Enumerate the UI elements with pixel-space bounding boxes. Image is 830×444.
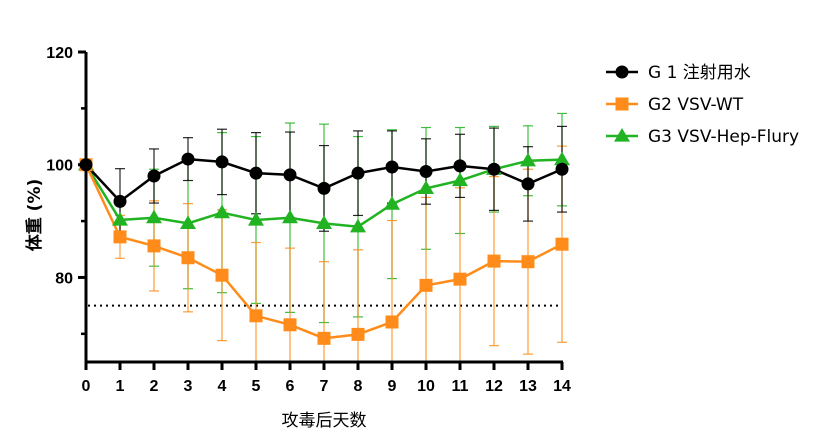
series-1-point-7: [317, 181, 331, 195]
x-tick-label-5: 5: [252, 378, 261, 395]
x-tick-label-7: 7: [320, 378, 329, 395]
series-2-point-13: [521, 255, 535, 269]
series-2-error-bar-8: [353, 249, 363, 362]
series-2-point-14: [555, 237, 569, 251]
series-1-point-12: [487, 162, 501, 176]
x-tick-label-1: 1: [116, 378, 125, 395]
series-3-point-13: [520, 152, 536, 167]
series-1-point-8: [351, 166, 365, 180]
series-2-point-12: [487, 254, 501, 268]
series-2-point-5: [249, 309, 263, 323]
legend: G 1 注射用水 G2 VSV-WT G3 VSV-Hep-Flury: [606, 63, 799, 147]
x-tick-label-3: 3: [184, 378, 193, 395]
series-3-point-4: [214, 204, 230, 219]
y-tick-label-120: 120: [46, 45, 73, 62]
series-2-point-1: [113, 230, 127, 244]
series-2-point-9: [385, 315, 399, 329]
series-3-point-8: [350, 218, 366, 233]
legend-label-3: G3 VSV-Hep-Flury: [648, 127, 799, 147]
series-3-point-1: [112, 211, 128, 226]
series-2-point-8: [351, 327, 365, 341]
legend-marker-2: [615, 97, 629, 111]
series-1-point-13: [521, 177, 535, 191]
series-2-point-10: [419, 278, 433, 292]
series-2-point-4: [215, 268, 229, 282]
series-3-point-6: [282, 209, 298, 224]
series-3-point-2: [146, 209, 162, 224]
x-tick-label-12: 12: [485, 378, 503, 395]
x-tick-label-8: 8: [354, 378, 363, 395]
series-1-point-11: [453, 159, 467, 173]
series-2-point-11: [453, 272, 467, 286]
series-3-point-3: [180, 215, 196, 229]
x-tick-label-6: 6: [286, 378, 295, 395]
series-2-point-7: [317, 331, 331, 345]
series-2-error-bar-7: [319, 261, 329, 362]
legend-label-1: G 1 注射用水: [648, 63, 751, 83]
error-bar-layer: [115, 112, 567, 362]
series-1-point-4: [215, 155, 229, 169]
x-tick-label-13: 13: [519, 378, 537, 395]
legend-marker-3: [614, 128, 630, 142]
series-1-point-9: [385, 160, 399, 174]
series-2-error-bar-5: [251, 241, 261, 362]
series-1-point-3: [181, 152, 195, 166]
x-tick-label-11: 11: [452, 378, 469, 395]
series-2-point-3: [181, 251, 195, 265]
series-1-point-2: [147, 169, 161, 183]
series-3-point-9: [384, 196, 400, 210]
legend-item-1: G 1 注射用水: [606, 63, 751, 83]
x-tick-label-0: 0: [82, 378, 91, 395]
x-tick-label-4: 4: [218, 378, 227, 395]
series-2-point-2: [147, 239, 161, 253]
series-1-point-6: [283, 168, 297, 182]
x-tick-label-9: 9: [388, 378, 397, 395]
legend-marker-1: [615, 65, 629, 79]
series-3-point-11: [452, 172, 468, 187]
x-axis-title: 攻毒后天数: [282, 411, 367, 431]
y-tick-label-100: 100: [46, 158, 73, 175]
series-2-error-bar-9: [387, 219, 397, 362]
x-tick-label-10: 10: [417, 378, 435, 395]
series-2-error-bar-6: [285, 247, 295, 362]
series-3-point-5: [248, 211, 264, 226]
series-1-point-1: [113, 194, 127, 208]
legend-label-2: G2 VSV-WT: [648, 95, 744, 115]
series-3-point-7: [316, 215, 332, 229]
legend-item-2: G2 VSV-WT: [606, 95, 744, 115]
series-1-point-14: [555, 162, 569, 176]
series-2-point-6: [283, 318, 297, 332]
x-tick-label-2: 2: [150, 378, 159, 395]
series-3-point-10: [418, 180, 434, 194]
series-3-point-14: [554, 151, 570, 166]
marker-layer: [78, 151, 570, 345]
y-axis-title: 体重 (%): [24, 179, 45, 252]
series-1-point-5: [249, 166, 263, 180]
legend-item-3: G3 VSV-Hep-Flury: [606, 127, 799, 147]
y-tick-label-80: 80: [55, 270, 73, 287]
x-tick-label-14: 14: [553, 378, 571, 395]
series-1-point-10: [419, 164, 433, 178]
